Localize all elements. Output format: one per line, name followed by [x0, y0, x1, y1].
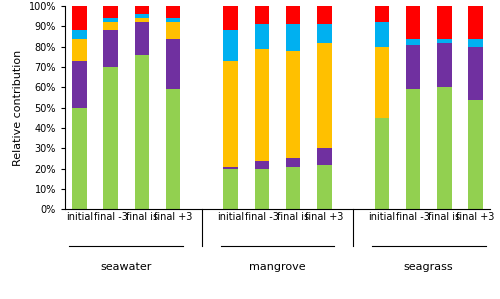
Bar — [318, 42, 332, 148]
Bar — [72, 108, 86, 209]
Bar — [104, 18, 118, 22]
Text: mangrove: mangrove — [249, 262, 306, 272]
Bar — [104, 6, 118, 18]
Bar — [406, 6, 420, 39]
Bar — [437, 87, 452, 209]
Text: seawater: seawater — [100, 262, 152, 272]
Bar — [72, 61, 86, 108]
Bar — [224, 167, 237, 169]
Bar — [254, 161, 269, 169]
Bar — [374, 118, 389, 209]
Bar — [134, 14, 149, 18]
Bar — [318, 164, 332, 209]
Bar — [437, 39, 452, 42]
Bar — [318, 148, 332, 164]
Bar — [286, 51, 300, 158]
Bar — [166, 39, 180, 89]
Bar — [286, 24, 300, 51]
Y-axis label: Relative contribution: Relative contribution — [13, 50, 23, 166]
Bar — [468, 6, 483, 39]
Bar — [72, 30, 86, 39]
Bar — [374, 47, 389, 118]
Bar — [224, 6, 237, 30]
Bar — [254, 24, 269, 49]
Bar — [166, 22, 180, 39]
Bar — [134, 18, 149, 22]
Bar — [166, 89, 180, 209]
Bar — [254, 49, 269, 161]
Bar — [286, 6, 300, 24]
Bar — [437, 6, 452, 39]
Text: seagrass: seagrass — [404, 262, 454, 272]
Bar — [166, 6, 180, 18]
Bar — [286, 167, 300, 209]
Bar — [224, 61, 237, 167]
Bar — [224, 30, 237, 61]
Bar — [104, 22, 118, 30]
Bar — [134, 22, 149, 55]
Bar — [104, 67, 118, 209]
Bar — [318, 6, 332, 24]
Bar — [134, 6, 149, 14]
Bar — [468, 47, 483, 100]
Bar — [437, 42, 452, 87]
Bar — [254, 169, 269, 209]
Bar — [134, 55, 149, 209]
Bar — [374, 6, 389, 22]
Bar — [468, 100, 483, 209]
Bar — [468, 39, 483, 47]
Bar — [374, 22, 389, 47]
Bar — [406, 39, 420, 45]
Bar — [318, 24, 332, 42]
Bar — [72, 6, 86, 30]
Bar — [286, 158, 300, 167]
Bar — [104, 30, 118, 67]
Bar — [72, 39, 86, 61]
Bar — [224, 169, 237, 209]
Bar — [406, 89, 420, 209]
Bar — [406, 45, 420, 89]
Bar — [166, 18, 180, 22]
Bar — [254, 6, 269, 24]
